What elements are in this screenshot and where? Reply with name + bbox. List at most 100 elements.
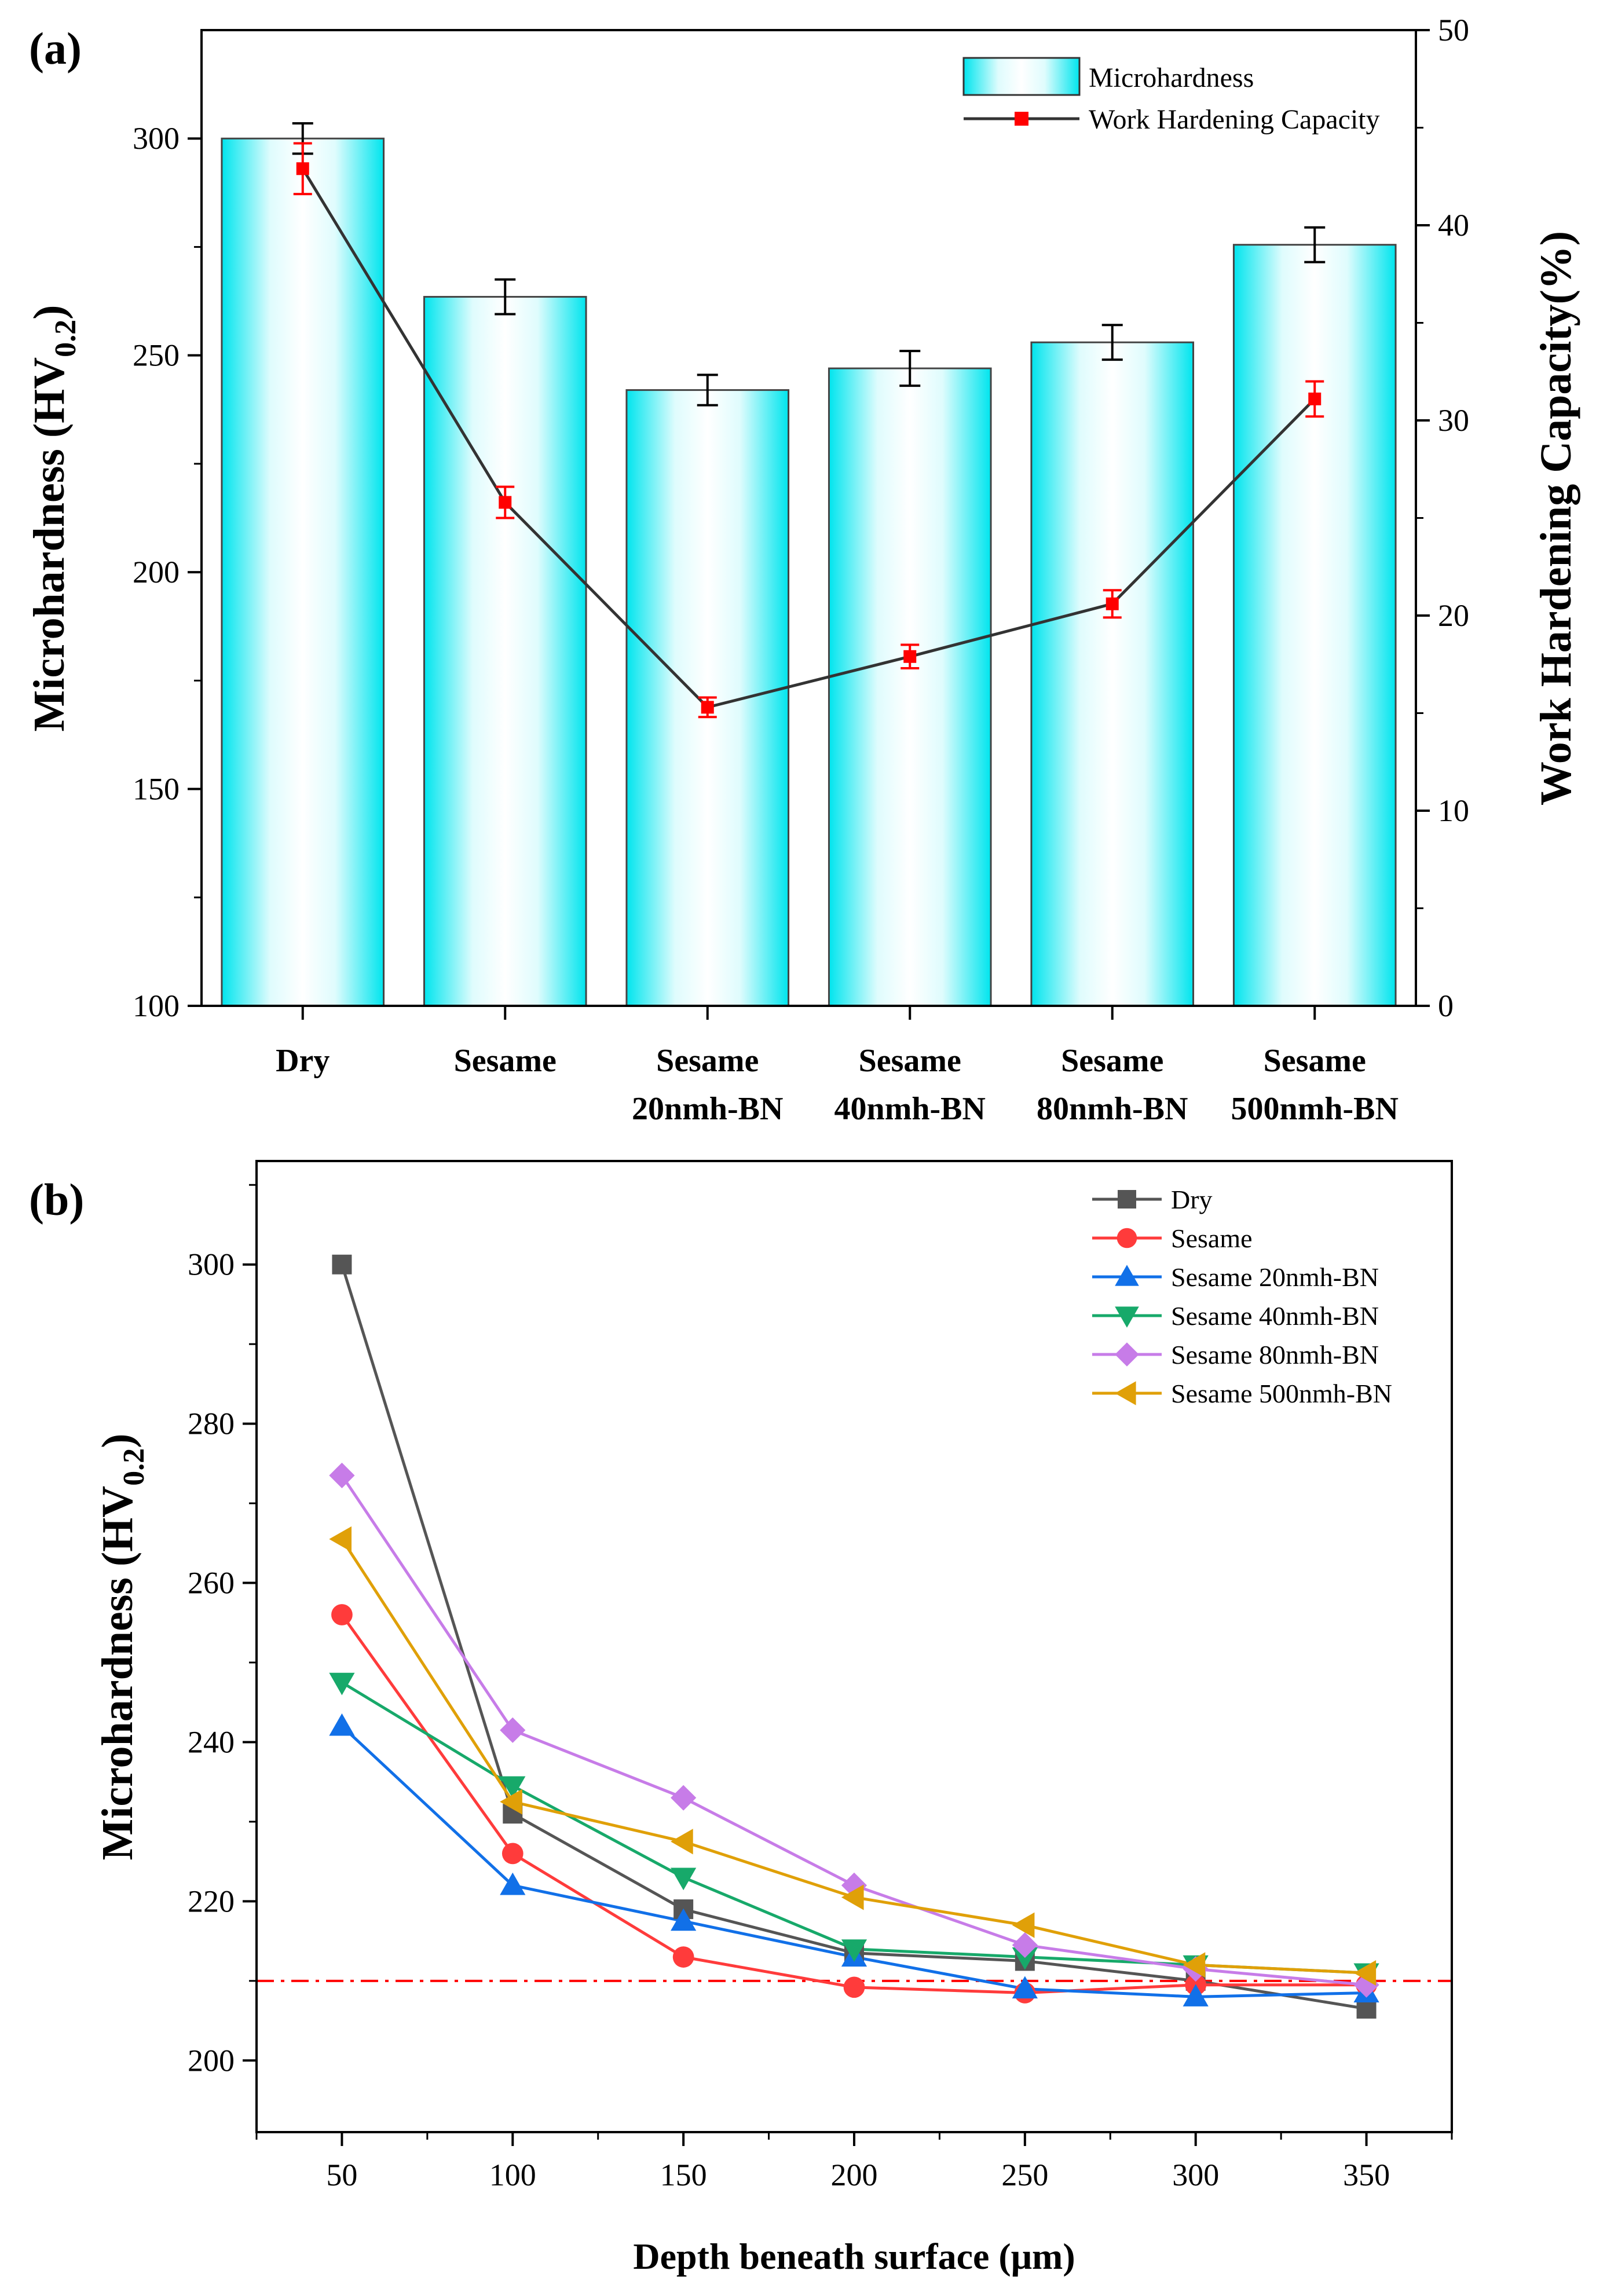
panel-b-label: (b) xyxy=(29,1174,84,1225)
legend-label-sesame-20nmh-bn: Sesame 20nmh-BN xyxy=(1171,1262,1379,1292)
legend-label-sesame-40nmh-bn: Sesame 40nmh-BN xyxy=(1171,1301,1379,1331)
y-tick-label: 280 xyxy=(188,1407,235,1441)
point-sesame-80nmh-bn xyxy=(671,1785,697,1811)
category-label: Sesame xyxy=(454,1043,557,1079)
bar-sesame-40nmh-bn xyxy=(828,367,992,1007)
bar-sesame xyxy=(423,296,587,1007)
legend-marker-sesame-500nmh-bn xyxy=(1115,1381,1136,1405)
point-sesame-500nmh-bn xyxy=(1012,1912,1035,1938)
category-label: Sesame xyxy=(1264,1043,1366,1079)
legend-marker-dry xyxy=(1118,1190,1136,1209)
right-tick-label: 40 xyxy=(1438,208,1469,243)
point-sesame-500nmh-bn xyxy=(1183,1952,1206,1978)
panel-a-whc-line-group xyxy=(293,142,1324,719)
category-label: Sesame xyxy=(1061,1043,1163,1079)
panel-b-x-axis-ticks: 50 100 150 200 250 300 350 xyxy=(255,2132,1453,2192)
whc-point xyxy=(1106,597,1119,610)
panel-a-left-axis-ticks: 100 150 200 250 300 xyxy=(133,121,202,1023)
category-label: 500nmh-BN xyxy=(1231,1091,1399,1127)
line-sesame xyxy=(341,1614,1367,1994)
panel-a-bars xyxy=(221,137,1397,1007)
point-sesame xyxy=(672,1946,694,1968)
x-tick-label: 300 xyxy=(1172,2158,1219,2192)
legend-whc-label: Work Hardening Capacity xyxy=(1089,104,1380,135)
point-sesame-500nmh-bn xyxy=(841,1884,864,1910)
point-sesame-40nmh-bn xyxy=(1012,1947,1038,1970)
legend-label-dry: Dry xyxy=(1171,1185,1213,1214)
panel-a-right-axis-ticks: 0 10 20 30 40 50 xyxy=(1416,13,1469,1023)
bar-sesame-500nmh-bn xyxy=(1232,244,1397,1007)
point-sesame-20nmh-bn xyxy=(1012,1976,1038,1999)
panel-b-legend: Dry Sesame Sesame 20nmh-BN Sesame 40nmh-BN S… xyxy=(1092,1185,1392,1408)
right-tick-label: 20 xyxy=(1438,598,1469,633)
point-sesame xyxy=(331,1604,353,1625)
legend-microhardness-swatch xyxy=(962,57,1081,96)
panel-b: (b) 200 220 240 260 280 300 50 100 150 200 250 300… xyxy=(29,1160,1453,2277)
bar-dry xyxy=(221,137,385,1007)
x-tick-label: 200 xyxy=(831,2158,878,2192)
panel-a-right-axis-label: Work Hardening Capacity(%) xyxy=(1532,231,1580,805)
panel-a-legend: Microhardness Work Hardening Capacity xyxy=(962,57,1380,135)
whc-line xyxy=(301,167,1316,709)
legend-marker-sesame-80nmh-bn xyxy=(1115,1342,1139,1367)
point-sesame-20nmh-bn xyxy=(500,1872,526,1895)
point-sesame-40nmh-bn xyxy=(841,1939,867,1962)
point-sesame-80nmh-bn xyxy=(1012,1932,1038,1958)
category-label: 20nmh-BN xyxy=(632,1091,783,1127)
y-tick-label: 220 xyxy=(188,1884,235,1918)
whc-point xyxy=(1308,392,1322,405)
point-sesame-40nmh-bn xyxy=(329,1672,355,1696)
right-tick-label: 10 xyxy=(1438,793,1469,828)
y-tick-label: 300 xyxy=(188,1247,235,1282)
point-sesame-80nmh-bn xyxy=(329,1462,355,1489)
point-sesame-500nmh-bn xyxy=(1353,1960,1377,1986)
legend-microhardness-label: Microhardness xyxy=(1089,63,1254,93)
panel-b-y-axis-label: Microhardness (HV0.2) xyxy=(93,1434,151,1861)
legend-label-sesame: Sesame xyxy=(1171,1224,1253,1253)
legend-label-sesame-500nmh-bn: Sesame 500nmh-BN xyxy=(1171,1379,1392,1408)
x-tick-label: 50 xyxy=(326,2158,357,2192)
right-tick-label: 0 xyxy=(1438,988,1454,1023)
panel-a: (a) 100 150 200 250 300 0 10 20 30 40 50 Dry Sesam… xyxy=(25,13,1580,1127)
legend-marker-sesame-40nmh-bn xyxy=(1115,1306,1139,1328)
x-tick-label: 250 xyxy=(1001,2158,1048,2192)
legend-marker-sesame-20nmh-bn xyxy=(1115,1265,1139,1286)
y-tick-label: 240 xyxy=(188,1724,235,1759)
point-sesame-80nmh-bn xyxy=(500,1717,526,1743)
x-tick-label: 350 xyxy=(1343,2158,1390,2192)
point-sesame-20nmh-bn xyxy=(329,1713,355,1736)
left-tick-label: 100 xyxy=(133,988,180,1023)
right-tick-label: 50 xyxy=(1438,13,1469,47)
legend-marker-sesame xyxy=(1117,1228,1137,1248)
category-label: Dry xyxy=(276,1043,330,1079)
category-label: 40nmh-BN xyxy=(834,1091,986,1127)
category-label: 80nmh-BN xyxy=(1037,1091,1188,1127)
point-sesame-80nmh-bn xyxy=(841,1872,867,1898)
point-sesame-500nmh-bn xyxy=(671,1829,693,1855)
panel-a-y-axis-label: Microhardness (HV0.2) xyxy=(25,305,82,732)
right-tick-label: 30 xyxy=(1438,403,1469,438)
whc-point xyxy=(499,496,512,509)
x-tick-label: 100 xyxy=(489,2158,536,2192)
x-tick-label: 150 xyxy=(660,2158,707,2192)
panel-a-category-labels: Dry Sesame Sesame 20nmh-BN Sesame 40nmh-BN Ses… xyxy=(276,1006,1399,1127)
whc-point xyxy=(701,701,714,714)
left-tick-label: 250 xyxy=(133,338,180,373)
legend-label-sesame-80nmh-bn: Sesame 80nmh-BN xyxy=(1171,1340,1379,1369)
point-sesame-40nmh-bn xyxy=(671,1867,697,1891)
panel-b-x-axis-label: Depth beneath surface (μm) xyxy=(633,2236,1075,2277)
y-tick-label: 260 xyxy=(188,1566,235,1601)
point-sesame-20nmh-bn xyxy=(671,1908,697,1931)
line-sesame-80nmh-bn xyxy=(341,1474,1367,1987)
bar-sesame-80nmh-bn xyxy=(1030,341,1195,1007)
y-tick-label: 200 xyxy=(188,2043,235,2078)
point-sesame-40nmh-bn xyxy=(500,1776,526,1799)
whc-point xyxy=(296,162,309,175)
point-sesame-500nmh-bn xyxy=(500,1789,522,1815)
point-sesame-500nmh-bn xyxy=(329,1526,352,1552)
left-tick-label: 300 xyxy=(133,121,180,156)
category-label: Sesame xyxy=(859,1043,961,1079)
whc-point xyxy=(903,650,917,663)
left-tick-label: 200 xyxy=(133,555,180,589)
